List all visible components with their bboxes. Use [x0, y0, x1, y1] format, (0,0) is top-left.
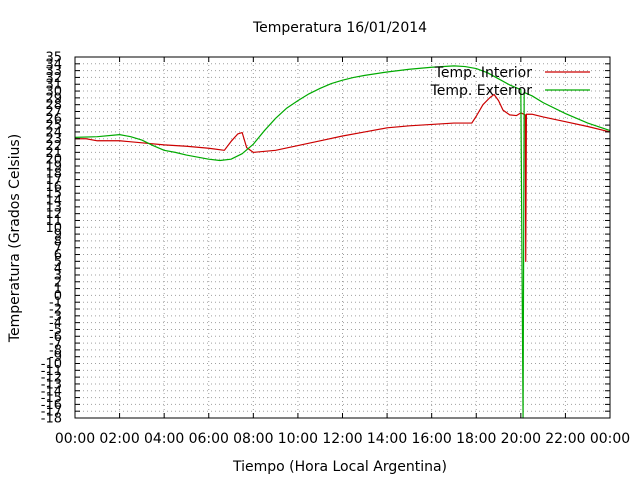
y-tick-label: -11: [41, 364, 62, 379]
series-line-exterior: [74, 65, 611, 419]
legend: Temp. Interior Temp. Exterior: [430, 65, 590, 99]
y-tick-label: -16: [41, 398, 62, 413]
y-tick-label: 28: [45, 98, 62, 113]
y-tick-label: -4: [49, 316, 62, 331]
x-tick-label: 18:00: [456, 431, 496, 447]
y-tick-label: 5: [54, 255, 62, 270]
series-line-interior: [75, 93, 611, 262]
y-tick-label: -13: [41, 377, 62, 392]
y-tick-label: 2: [54, 275, 62, 290]
y-tick-label: 34: [45, 57, 62, 72]
y-tick-label: 19: [45, 159, 62, 174]
y-tick-label: -17: [41, 405, 62, 420]
y-tick-label: 22: [45, 139, 62, 154]
y-tick-label: 11: [45, 214, 62, 229]
y-tick-label: -18: [41, 412, 62, 427]
y-tick-label: -9: [49, 350, 62, 365]
y-tick-label: -1: [49, 296, 62, 311]
y-tick-label: 4: [54, 262, 62, 277]
y-tick-label: -3: [49, 309, 62, 324]
axis-ticks: 00:00 02:00 04:00 06:00 08:00 10:00 12:00 14:00…: [41, 51, 630, 448]
y-tick-label: 8: [54, 234, 62, 249]
y-tick-label: 7: [54, 241, 62, 256]
x-tick-label: 08:00: [233, 431, 273, 447]
x-tick-label: 20:00: [501, 431, 541, 447]
series-lines: [74, 65, 611, 419]
x-tick-label: 22:00: [545, 431, 585, 447]
y-tick-label: 27: [45, 105, 62, 120]
y-tick-label: 21: [45, 146, 62, 161]
y-tick-label: 10: [45, 221, 62, 236]
y-tick-label: 18: [45, 166, 62, 181]
y-tick-label: 13: [45, 200, 62, 215]
y-tick-label: 12: [45, 207, 62, 222]
x-axis-label: Tiempo (Hora Local Argentina): [232, 459, 447, 475]
y-tick-label: 30: [45, 85, 62, 100]
y-axis-label: Temperatura (Grados Celsius): [7, 134, 23, 343]
y-tick-label: -15: [41, 391, 62, 406]
y-tick-label: 9: [54, 228, 62, 243]
y-tick-label: 29: [45, 91, 62, 106]
y-tick-label: -6: [49, 330, 62, 345]
legend-label-exterior: Temp. Exterior: [430, 83, 533, 99]
y-tick-label: -7: [49, 337, 62, 352]
y-tick-label: 32: [45, 71, 62, 86]
y-tick-label: 14: [45, 194, 62, 209]
y-tick-label: -5: [49, 323, 62, 338]
legend-label-interior: Temp. Interior: [434, 65, 533, 81]
y-tick-label: 23: [45, 132, 62, 147]
x-tick-label: 00:00: [55, 431, 95, 447]
y-tick-label: 16: [45, 180, 62, 195]
y-tick-label: 1: [54, 282, 62, 297]
y-tick-label: -10: [41, 357, 62, 372]
y-tick-label: 17: [45, 173, 62, 188]
x-tick-label: 12:00: [322, 431, 362, 447]
grid: [75, 57, 610, 418]
y-tick-label: 24: [45, 125, 62, 140]
y-tick-label: 25: [45, 119, 62, 134]
y-tick-label: 26: [45, 112, 62, 127]
chart-title: Temperatura 16/01/2014: [252, 20, 427, 36]
y-tick-label: 0: [54, 289, 62, 304]
y-tick-label: -2: [49, 303, 62, 318]
x-tick-label: 16:00: [411, 431, 451, 447]
x-tick-label: 02:00: [99, 431, 139, 447]
y-tick-label: 3: [54, 268, 62, 283]
y-tick-label: 15: [45, 187, 62, 202]
y-tick-label: 33: [45, 64, 62, 79]
x-tick-label: 04:00: [144, 431, 184, 447]
y-tick-label: 20: [45, 153, 62, 168]
y-tick-label: 31: [45, 78, 62, 93]
y-tick-label: -12: [41, 371, 62, 386]
x-tick-label: 06:00: [189, 431, 229, 447]
x-tick-label: 10:00: [278, 431, 318, 447]
y-tick-label: 35: [45, 51, 62, 66]
x-tick-label: 00:00: [590, 431, 630, 447]
y-tick-label: -14: [41, 384, 62, 399]
y-tick-label: -8: [49, 343, 62, 358]
x-tick-label: 14:00: [367, 431, 407, 447]
y-tick-label: 6: [54, 248, 62, 263]
